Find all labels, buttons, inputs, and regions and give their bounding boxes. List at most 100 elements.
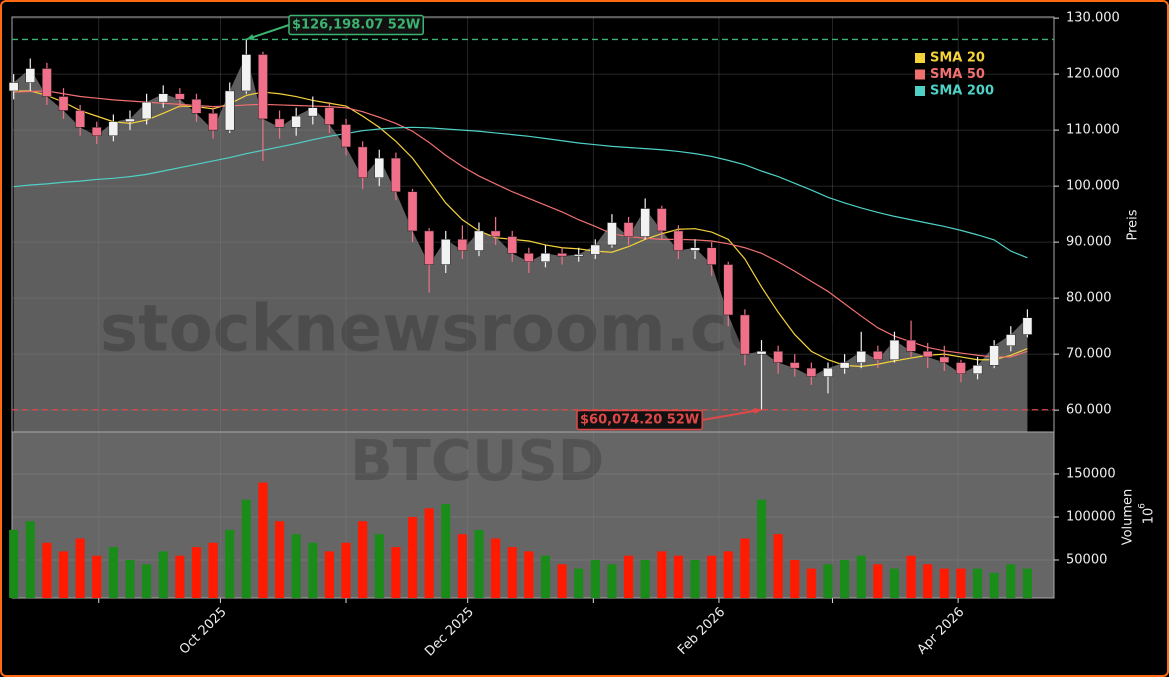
volume-bar (225, 529, 235, 598)
legend-label: SMA 20 (930, 51, 985, 66)
candle-body (307, 107, 318, 117)
y-tick-label: 60.000 (1066, 403, 1112, 418)
candle-body (623, 222, 634, 237)
candle-body (8, 82, 19, 92)
candle-body (922, 351, 933, 358)
candle-body (208, 113, 218, 131)
y-tick-label: 90.000 (1066, 235, 1112, 250)
volume-bar (142, 564, 152, 598)
candle-body (42, 68, 52, 97)
volume-axis-label: Volumen (1121, 489, 1136, 546)
candle-body (740, 314, 750, 355)
candle-body (490, 230, 501, 237)
legend-swatch (915, 86, 925, 96)
volume-bar (274, 521, 285, 598)
volume-bar (374, 534, 384, 598)
candle-body (1022, 317, 1033, 335)
volume-bar (773, 534, 783, 598)
volume-bar (557, 564, 567, 598)
candle-body (191, 99, 202, 114)
candle-body (274, 118, 285, 128)
level-label: $60,074.20 52W (580, 413, 699, 428)
volume-bar (125, 559, 135, 598)
volume-bar (989, 572, 999, 598)
volume-bar (790, 559, 800, 598)
watermark: BTCUSD (350, 429, 604, 494)
candle-body (723, 264, 734, 316)
volume-bar (723, 551, 733, 598)
candle-body (524, 253, 534, 262)
candle-body (474, 230, 484, 251)
candle-body (141, 101, 152, 120)
level-arrowhead (753, 407, 762, 415)
candle-body (357, 146, 368, 178)
y-tick-label: 80.000 (1066, 291, 1112, 306)
candle-body (91, 127, 102, 136)
level-label: $126,198.07 52W (292, 18, 420, 33)
candle-body (873, 351, 883, 361)
volume-bar (258, 482, 268, 598)
legend-label: SMA 50 (930, 67, 985, 82)
candle-body (656, 208, 667, 232)
volume-bar (607, 564, 617, 598)
y-axis-label: Preis (1126, 209, 1141, 240)
volume-bar (441, 504, 451, 598)
volume-bar (956, 568, 966, 598)
sma-line (13, 90, 1028, 358)
candle-body (640, 208, 650, 237)
volume-bar (939, 568, 949, 598)
candle-body (773, 351, 783, 363)
legend-swatch (915, 69, 925, 80)
y-tick-label: 110.000 (1066, 123, 1120, 138)
candle-body (856, 351, 867, 363)
volume-bar (856, 555, 866, 598)
candle-body (590, 244, 601, 255)
volume-offset-exp: 6 (1138, 503, 1148, 509)
legend-label: SMA 200 (930, 84, 994, 99)
candle-body (58, 96, 69, 111)
volume-bar (889, 568, 900, 598)
candle-body (839, 362, 850, 369)
volume-bar (75, 538, 85, 598)
candle-body (956, 362, 966, 375)
volume-bar (9, 529, 19, 598)
x-tick-label: Feb 2026 (675, 605, 728, 658)
volume-bar (457, 534, 467, 598)
volume-bar (58, 551, 69, 598)
volume-bar (590, 559, 600, 598)
volume-bar (707, 555, 717, 598)
volume-tick-label: 50000 (1066, 552, 1107, 567)
volume-bar (673, 555, 683, 598)
level-arrow (702, 408, 762, 421)
candle-body (224, 90, 235, 131)
candle-body (440, 239, 451, 265)
volume-bar (873, 564, 883, 598)
volume-bar (657, 551, 667, 598)
candle-body (690, 247, 700, 251)
volume-bar (574, 568, 584, 598)
candle-body (258, 54, 268, 120)
volume-tick-label: 100000 (1066, 509, 1116, 524)
volume-bar (407, 516, 418, 598)
candle-body (906, 339, 916, 352)
y-tick-label: 120.000 (1066, 67, 1120, 82)
candle-body (989, 345, 999, 366)
candle-body (324, 107, 335, 125)
volume-bar (208, 542, 218, 598)
y-tick-label: 100.000 (1066, 179, 1120, 194)
candle-body (889, 339, 900, 361)
candle-body (125, 118, 135, 122)
candle-body (407, 191, 418, 232)
candle-body (706, 247, 717, 265)
volume-bar (158, 551, 168, 598)
x-tick-label: Apr 2026 (915, 605, 968, 658)
volume-bar (640, 559, 650, 598)
volume-bar (424, 508, 434, 598)
volume-bar (291, 534, 301, 598)
volume-bar (491, 538, 501, 598)
candle-body (25, 68, 36, 83)
candle-body (75, 110, 85, 128)
level-arrowhead (246, 34, 255, 41)
candle-body (507, 236, 518, 254)
